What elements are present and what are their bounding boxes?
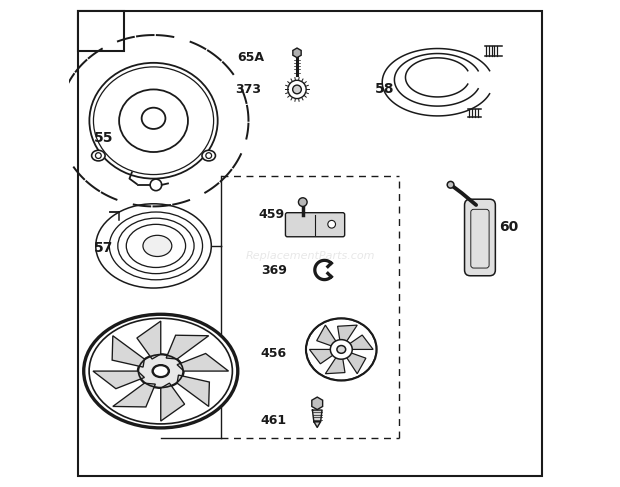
Polygon shape [112,336,144,367]
Circle shape [206,153,211,158]
Polygon shape [348,335,373,349]
Ellipse shape [89,318,232,424]
Ellipse shape [89,63,218,179]
Circle shape [150,179,162,191]
Polygon shape [312,410,322,422]
Text: 608: 608 [84,24,117,38]
Text: 461: 461 [261,414,287,427]
FancyBboxPatch shape [285,213,345,237]
Text: 65A: 65A [237,51,264,64]
Circle shape [328,221,335,228]
Polygon shape [177,354,229,371]
Polygon shape [177,375,210,407]
Ellipse shape [84,314,238,428]
Text: 57: 57 [94,242,113,255]
Ellipse shape [143,235,172,257]
Text: 55: 55 [94,131,113,145]
Text: 60: 60 [499,220,518,234]
Polygon shape [346,352,366,374]
Polygon shape [309,349,334,364]
Circle shape [293,85,301,94]
Ellipse shape [141,108,166,129]
Text: 373: 373 [235,83,261,96]
Polygon shape [338,325,357,342]
Text: 456: 456 [261,347,287,360]
Polygon shape [161,383,185,421]
Ellipse shape [306,318,377,381]
Polygon shape [93,371,144,389]
Ellipse shape [202,150,215,161]
Polygon shape [326,357,345,374]
Text: 56: 56 [94,367,113,380]
Ellipse shape [119,90,188,152]
Ellipse shape [330,339,352,359]
Ellipse shape [153,365,169,377]
Text: 369: 369 [261,264,287,278]
Polygon shape [166,335,209,359]
Polygon shape [113,383,156,407]
Bar [78,11,123,51]
Text: 58: 58 [375,82,394,96]
Polygon shape [314,422,321,428]
Circle shape [95,153,101,158]
Circle shape [288,80,306,98]
Circle shape [298,198,307,206]
Ellipse shape [92,150,105,161]
FancyBboxPatch shape [464,199,495,276]
Text: 459: 459 [259,208,285,221]
Polygon shape [317,325,336,346]
Text: ReplacementParts.com: ReplacementParts.com [246,250,374,261]
Polygon shape [137,321,161,359]
Ellipse shape [138,354,184,388]
Circle shape [447,181,454,188]
Ellipse shape [95,204,211,288]
Ellipse shape [337,346,346,353]
Ellipse shape [153,365,169,377]
